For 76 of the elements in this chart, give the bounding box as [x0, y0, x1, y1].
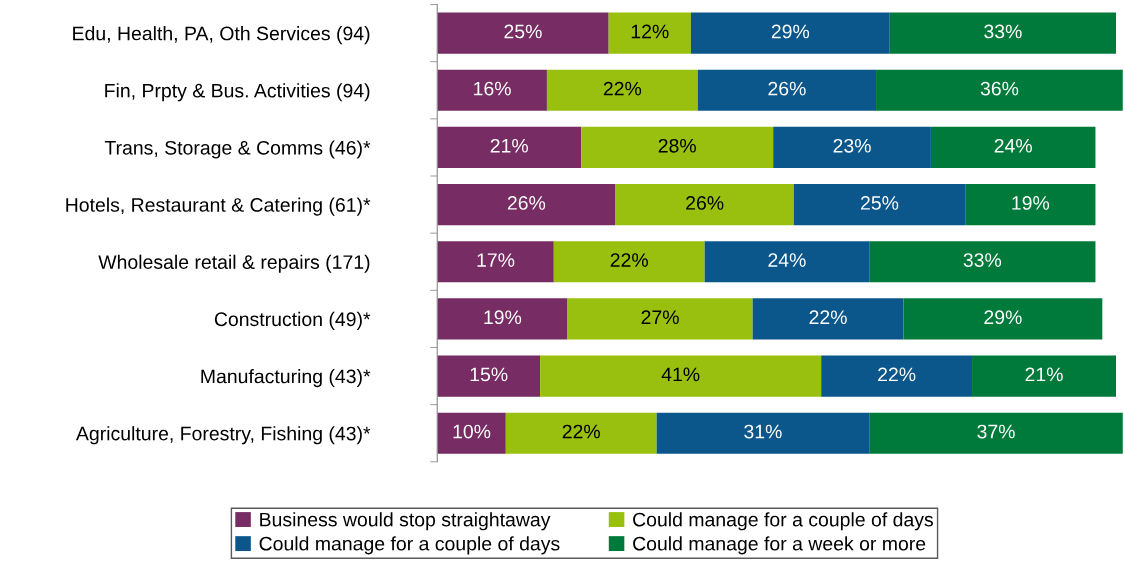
y-tick-label: Fin, Prpty & Bus. Activities (94) [105, 83, 370, 102]
bar [608, 12, 691, 54]
bar [437, 126, 582, 169]
data-label: 27% [641, 310, 679, 325]
bar [540, 355, 822, 397]
data-label: 16% [474, 81, 511, 96]
bar [903, 298, 1103, 340]
bar [553, 241, 705, 283]
y-tick-label: Hotels, Restaurant & Catering (61)* [66, 197, 371, 216]
data-label: 12% [631, 24, 669, 39]
data-label: 25% [504, 24, 542, 39]
data-label: 29% [771, 24, 810, 39]
bar [437, 12, 609, 54]
data-label: 19% [1012, 196, 1050, 210]
bar [567, 298, 753, 340]
data-label: 26% [686, 196, 724, 210]
y-tick-label: Edu, Health, PA, Oth Services (94) [73, 26, 370, 45]
bar [437, 298, 568, 340]
data-label: 23% [833, 138, 871, 153]
bar [690, 12, 890, 54]
bar [889, 12, 1117, 54]
y-tick-label: Construction (49)* [214, 311, 371, 330]
bar [773, 126, 931, 169]
y-tick-label: Agriculture, Forestry, Fishing (43)* [75, 426, 371, 445]
bar [752, 298, 904, 340]
bar [546, 69, 698, 111]
data-label: 41% [661, 367, 700, 382]
data-label: 22% [562, 424, 600, 439]
data-label: 10% [453, 424, 491, 439]
data-label: 21% [1025, 367, 1063, 382]
bar [930, 126, 1096, 169]
bar [697, 69, 877, 111]
data-label: 22% [809, 310, 847, 325]
legend-label: Could manage for a week or more [633, 536, 926, 555]
legend-label: Business would stop straightaway [260, 512, 551, 531]
data-label: 25% [860, 196, 899, 210]
data-label: 15% [470, 367, 508, 382]
bar [821, 355, 973, 397]
data-label: 31% [744, 424, 782, 439]
data-label: 33% [984, 24, 1022, 39]
bar [437, 241, 554, 283]
y-tick-label: Trans, Storage & Comms (46)* [104, 140, 371, 159]
data-label: 28% [658, 138, 696, 153]
data-label: 29% [984, 310, 1022, 325]
data-label: 19% [484, 310, 522, 325]
data-label: 26% [768, 81, 806, 96]
y-tick-label: Wholesale retail & repairs (171) [98, 254, 370, 273]
data-label: 37% [977, 424, 1015, 439]
data-label: 26% [507, 196, 546, 210]
bar [793, 184, 966, 226]
bar [869, 241, 1096, 283]
data-label: 22% [603, 81, 642, 96]
data-label: 24% [768, 253, 806, 267]
data-label: 24% [994, 138, 1032, 153]
bar [581, 126, 774, 169]
bar [505, 412, 657, 454]
data-label: 22% [610, 253, 648, 267]
bar [437, 184, 616, 226]
y-tick-label: Manufacturing (43)* [201, 369, 371, 388]
bar [615, 184, 794, 226]
bar [656, 412, 870, 454]
bar [704, 241, 870, 283]
legend-label: Could manage for a couple of days [633, 512, 933, 531]
bar [965, 184, 1096, 226]
data-label: 33% [963, 253, 1002, 267]
data-label: 36% [980, 81, 1019, 96]
bar [869, 412, 1123, 454]
data-label: 21% [490, 138, 528, 153]
bar [437, 355, 541, 397]
legend-label: Could manage for a couple of days [259, 536, 560, 555]
bar [876, 69, 1123, 111]
bar [437, 69, 547, 111]
data-label: 17% [477, 253, 515, 267]
bar [972, 355, 1117, 397]
data-label: 22% [878, 367, 916, 382]
bar [437, 412, 506, 454]
